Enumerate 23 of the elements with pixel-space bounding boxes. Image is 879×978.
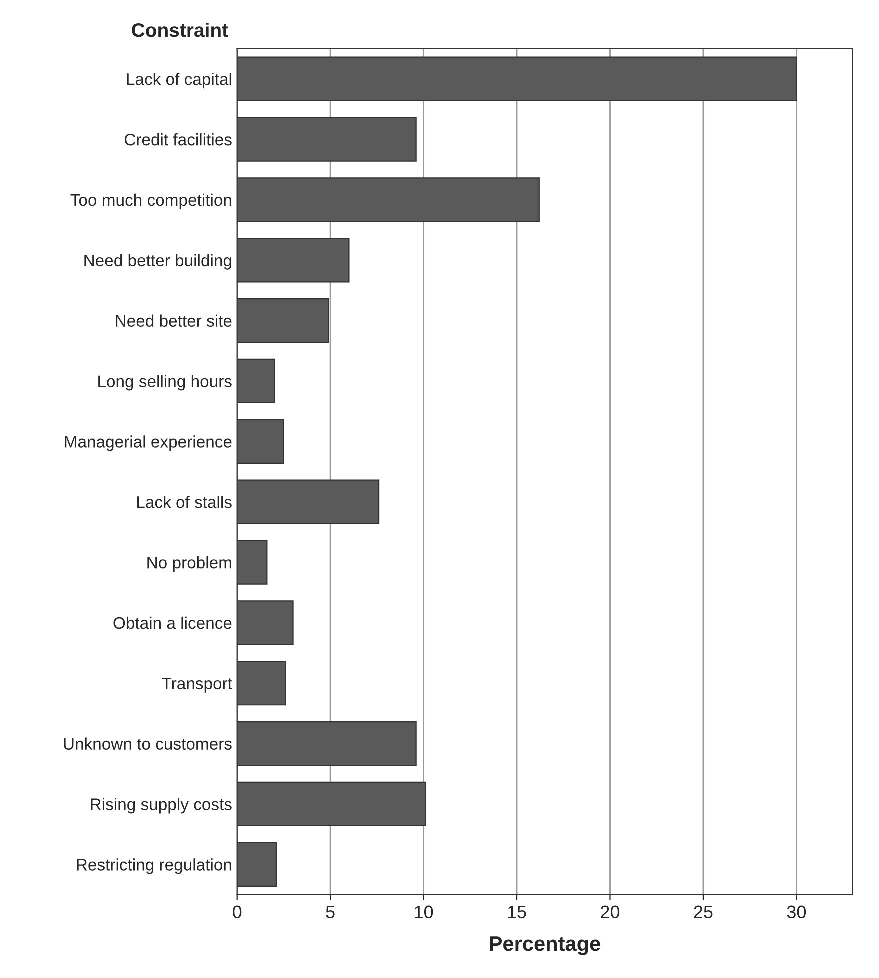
y-tick-label: Transport: [162, 678, 232, 693]
x-tick-label: 10: [415, 906, 434, 919]
y-tick-label: Managerial experience: [65, 436, 232, 452]
y-tick-label: Rising supply costs: [91, 798, 232, 814]
y-tick-label: Need better building: [84, 254, 232, 270]
y-tick-label: Restricting regulation: [77, 858, 232, 874]
y-tick-label: Lack of stalls: [138, 496, 232, 508]
x-tick-label: 5: [326, 906, 335, 919]
y-tick-label: Too much competition: [70, 194, 232, 210]
y-tick-label: Unknown to customers: [64, 738, 232, 750]
y-tick-label: Credit facilities: [124, 134, 232, 146]
y-tick-label: Need better site: [116, 314, 232, 328]
y-tick-label: Lack of capital: [127, 73, 232, 89]
x-tick-label: 0: [233, 906, 242, 919]
y-tick-label: No problem: [148, 556, 232, 572]
y-tick-label: Obtain a licence: [114, 616, 232, 630]
x-tick-label: 15: [508, 906, 526, 919]
y-axis-title: Constraint: [132, 22, 228, 38]
x-tick-label: 30: [787, 906, 806, 919]
y-tick-label: Long selling hours: [98, 375, 232, 391]
x-tick-label: 25: [694, 906, 713, 919]
x-axis-title: Percentage: [490, 936, 600, 956]
x-tick-label: 20: [601, 906, 620, 919]
